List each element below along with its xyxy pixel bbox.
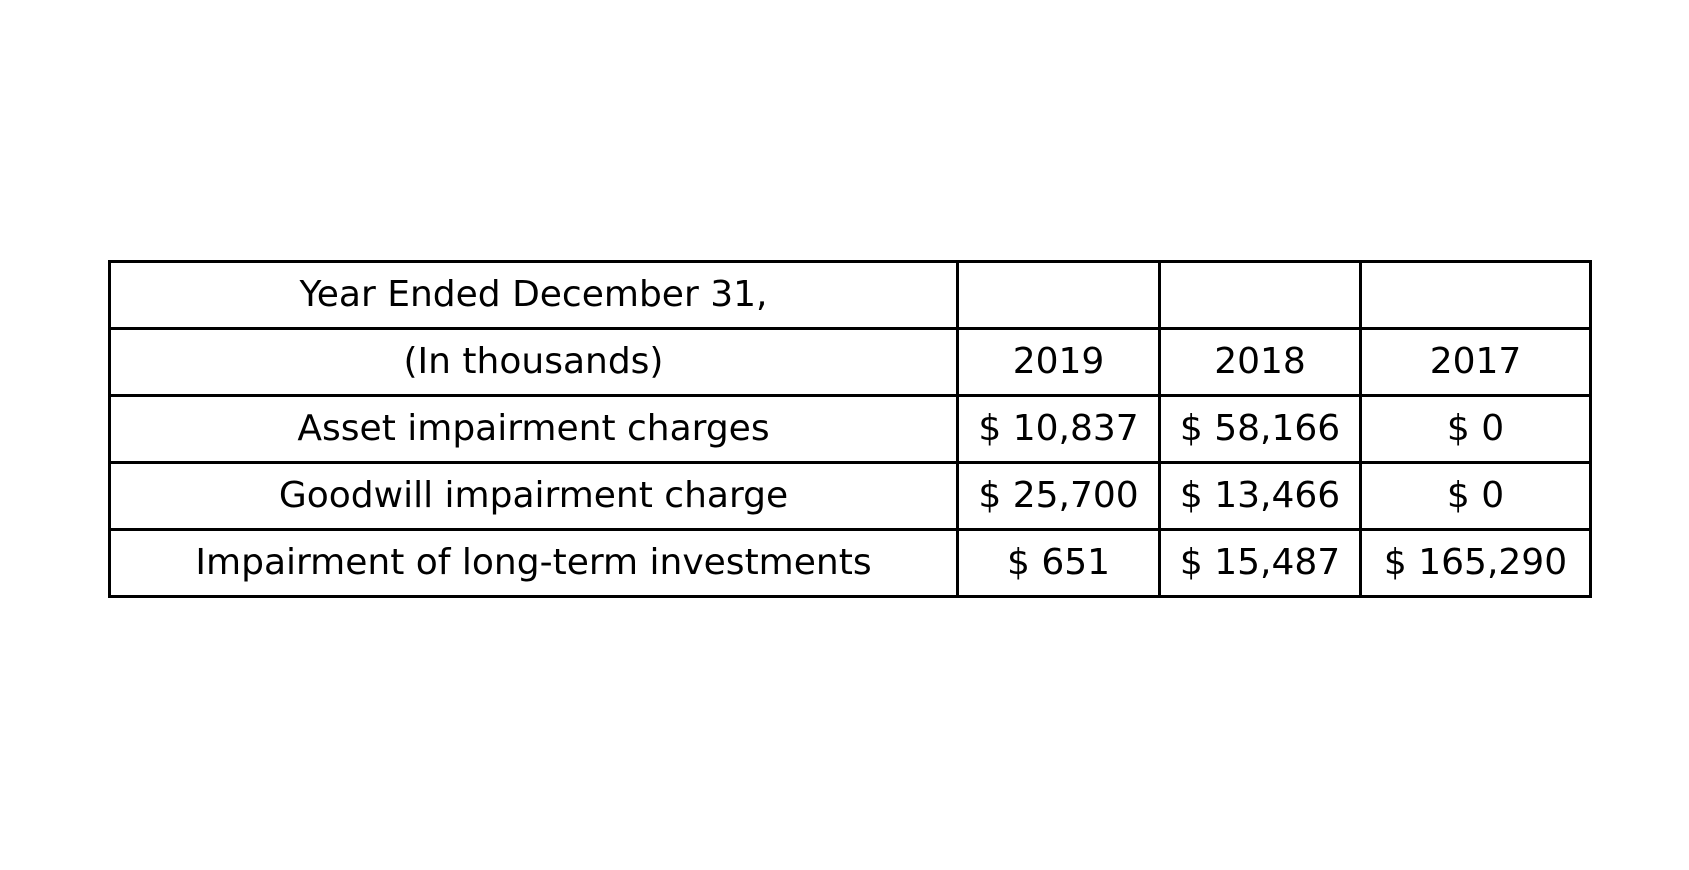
year-header-2019: 2019 (956, 327, 1161, 397)
header-empty-cell (1359, 260, 1592, 330)
year-header-2018: 2018 (1158, 327, 1362, 397)
row-label-cell: Goodwill impairment charge (108, 461, 959, 531)
value-cell-2018: $ 58,166 (1158, 394, 1362, 464)
table-header-row: Year Ended December 31, (108, 260, 1592, 330)
header-period-cell: Year Ended December 31, (108, 260, 959, 330)
value-cell-2019: $ 25,700 (956, 461, 1161, 531)
value-cell-2017: $ 0 (1359, 394, 1592, 464)
impairment-table-container: Year Ended December 31, (In thousands) 2… (108, 260, 1592, 598)
year-header-2017: 2017 (1359, 327, 1592, 397)
table-row: Goodwill impairment charge $ 25,700 $ 13… (108, 461, 1592, 531)
row-label-cell: Asset impairment charges (108, 394, 959, 464)
header-empty-cell (1158, 260, 1362, 330)
value-cell-2019: $ 651 (956, 528, 1161, 598)
table-row: Impairment of long-term investments $ 65… (108, 528, 1592, 598)
table-row: Asset impairment charges $ 10,837 $ 58,1… (108, 394, 1592, 464)
table-units-row: (In thousands) 2019 2018 2017 (108, 327, 1592, 397)
value-cell-2018: $ 15,487 (1158, 528, 1362, 598)
units-label-cell: (In thousands) (108, 327, 959, 397)
value-cell-2017: $ 165,290 (1359, 528, 1592, 598)
value-cell-2017: $ 0 (1359, 461, 1592, 531)
header-empty-cell (956, 260, 1161, 330)
value-cell-2019: $ 10,837 (956, 394, 1161, 464)
value-cell-2018: $ 13,466 (1158, 461, 1362, 531)
impairment-table: Year Ended December 31, (In thousands) 2… (108, 260, 1592, 598)
row-label-cell: Impairment of long-term investments (108, 528, 959, 598)
